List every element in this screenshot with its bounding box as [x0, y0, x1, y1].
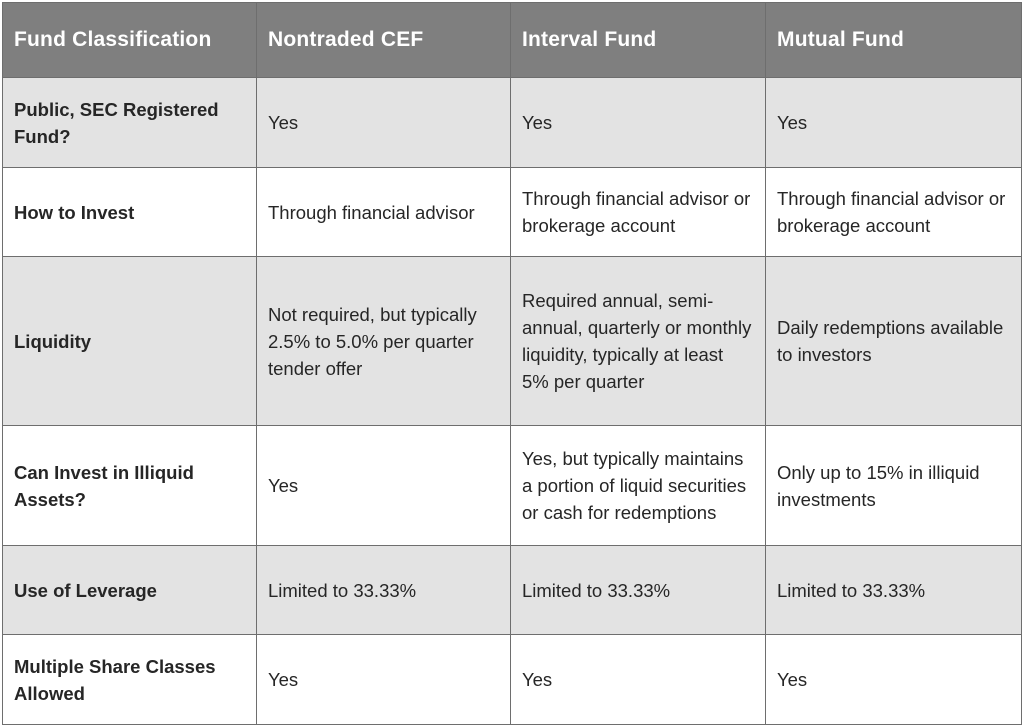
cell-mutual-fund: Only up to 15% in illiquid investments — [765, 425, 1022, 546]
table-row-public-sec-registered: Public, SEC Registered Fund? Yes Yes Yes — [2, 77, 1022, 168]
cell-interval-fund: Through financial advisor or brokerage a… — [510, 167, 766, 257]
cell-nontraded-cef: Yes — [256, 425, 511, 546]
row-label-liquidity: Liquidity — [2, 256, 257, 426]
row-label-public-sec-registered: Public, SEC Registered Fund? — [2, 77, 257, 168]
cell-nontraded-cef: Yes — [256, 634, 511, 725]
cell-interval-fund: Limited to 33.33% — [510, 545, 766, 635]
cell-interval-fund: Required annual, semi-annual, quarterly … — [510, 256, 766, 426]
cell-mutual-fund: Daily redemptions available to investors — [765, 256, 1022, 426]
table-row-liquidity: Liquidity Not required, but typically 2.… — [2, 256, 1022, 426]
header-nontraded-cef: Nontraded CEF — [256, 2, 511, 78]
table-body: Public, SEC Registered Fund? Yes Yes Yes… — [2, 77, 1022, 725]
header-fund-classification: Fund Classification — [2, 2, 257, 78]
cell-nontraded-cef: Not required, but typically 2.5% to 5.0%… — [256, 256, 511, 426]
cell-interval-fund: Yes — [510, 77, 766, 168]
table-header: Fund Classification Nontraded CEF Interv… — [2, 2, 1022, 78]
cell-mutual-fund: Yes — [765, 634, 1022, 725]
cell-mutual-fund: Limited to 33.33% — [765, 545, 1022, 635]
cell-nontraded-cef: Through financial advisor — [256, 167, 511, 257]
table-row-illiquid-assets: Can Invest in Illiquid Assets? Yes Yes, … — [2, 425, 1022, 546]
cell-interval-fund: Yes, but typically maintains a portion o… — [510, 425, 766, 546]
cell-nontraded-cef: Yes — [256, 77, 511, 168]
header-interval-fund: Interval Fund — [510, 2, 766, 78]
cell-nontraded-cef: Limited to 33.33% — [256, 545, 511, 635]
row-label-use-of-leverage: Use of Leverage — [2, 545, 257, 635]
row-label-how-to-invest: How to Invest — [2, 167, 257, 257]
cell-interval-fund: Yes — [510, 634, 766, 725]
table-row-how-to-invest: How to Invest Through financial advisor … — [2, 167, 1022, 257]
row-label-illiquid-assets: Can Invest in Illiquid Assets? — [2, 425, 257, 546]
cell-mutual-fund: Through financial advisor or brokerage a… — [765, 167, 1022, 257]
header-mutual-fund: Mutual Fund — [765, 2, 1022, 78]
row-label-multiple-share-classes: Multiple Share Classes Allowed — [2, 634, 257, 725]
header-row: Fund Classification Nontraded CEF Interv… — [2, 2, 1022, 78]
table-row-use-of-leverage: Use of Leverage Limited to 33.33% Limite… — [2, 545, 1022, 635]
table-row-multiple-share-classes: Multiple Share Classes Allowed Yes Yes Y… — [2, 634, 1022, 725]
cell-mutual-fund: Yes — [765, 77, 1022, 168]
